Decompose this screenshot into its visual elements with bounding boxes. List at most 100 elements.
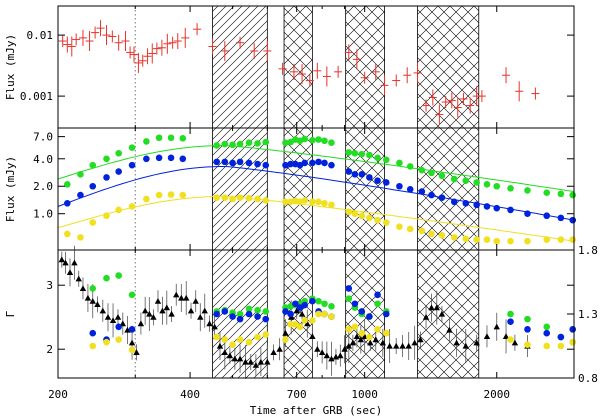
data-point-middle-1-6 xyxy=(128,144,136,151)
data-point-middle-2-45 xyxy=(543,212,551,220)
data-point-bottom-1-9 xyxy=(94,296,101,313)
data-point-middle-1-24 xyxy=(315,136,322,143)
data-point-bottom-1-44 xyxy=(264,345,271,379)
data-point-bottom-2-11 xyxy=(262,308,270,315)
data-point-bottom-1-39 xyxy=(236,344,244,373)
data-point-top-1-22 xyxy=(168,36,177,49)
data-point-top-1-23 xyxy=(173,33,182,50)
data-point-top-1-12 xyxy=(121,31,130,52)
data-point-middle-2-33 xyxy=(396,182,403,190)
x-axis-label: Time after GRB (sec) xyxy=(250,404,382,417)
data-point-middle-3-17 xyxy=(262,197,270,204)
data-point-bottom-3-22 xyxy=(351,300,359,308)
data-point-top-1-48 xyxy=(435,104,444,125)
data-point-middle-1-3 xyxy=(89,161,97,169)
data-point-top-1-51 xyxy=(453,97,462,118)
data-point-bottom-3-10 xyxy=(254,313,261,320)
data-point-bottom-4-30 xyxy=(557,342,565,350)
data-point-bottom-2-20 xyxy=(328,303,335,310)
middle-panel-ylabel: Flux (mJy) xyxy=(4,156,17,222)
data-point-top-1-50 xyxy=(447,92,456,109)
data-point-bottom-4-1 xyxy=(89,342,97,350)
data-point-bottom-4-3 xyxy=(115,336,122,343)
data-point-middle-2-26 xyxy=(328,161,335,169)
data-point-middle-1-40 xyxy=(473,179,480,186)
data-point-middle-2-29 xyxy=(358,171,366,178)
data-point-middle-3-40 xyxy=(473,236,480,243)
data-point-bottom-4-6 xyxy=(221,336,229,343)
data-point-bottom-2-10 xyxy=(254,306,261,314)
data-point-bottom-4-13 xyxy=(287,320,294,328)
data-point-middle-3-26 xyxy=(328,201,335,209)
data-point-bottom-1-83 xyxy=(493,312,500,341)
data-point-middle-1-29 xyxy=(358,150,366,158)
data-point-top-1-35 xyxy=(313,62,322,79)
data-point-middle-3-14 xyxy=(236,194,244,201)
data-point-bottom-3-24 xyxy=(366,313,373,320)
data-point-bottom-1-66 xyxy=(372,328,379,351)
data-point-middle-1-9 xyxy=(167,134,175,142)
data-point-middle-3-8 xyxy=(155,191,163,199)
data-point-middle-2-12 xyxy=(221,158,229,166)
data-point-top-1-5 xyxy=(78,29,87,46)
data-point-middle-2-30 xyxy=(366,174,373,181)
data-point-bottom-2-9 xyxy=(245,305,253,313)
data-point-bottom-3-4 xyxy=(128,326,136,333)
data-point-top-1-45 xyxy=(413,62,422,83)
data-point-middle-3-5 xyxy=(115,206,122,214)
data-point-bottom-3-13 xyxy=(287,310,294,318)
data-point-middle-2-16 xyxy=(254,160,261,168)
data-point-top-1-42 xyxy=(380,75,389,96)
data-point-middle-3-18 xyxy=(282,198,289,206)
data-point-bottom-1-82 xyxy=(483,325,491,348)
data-point-bottom-3-17 xyxy=(309,297,316,305)
data-point-bottom-1-85 xyxy=(511,334,519,351)
data-point-bottom-2-8 xyxy=(236,310,244,318)
data-point-middle-3-15 xyxy=(245,194,253,202)
data-point-top-1-49 xyxy=(441,96,450,109)
data-point-middle-1-4 xyxy=(103,155,110,163)
data-point-middle-3-3 xyxy=(89,219,97,226)
data-point-bottom-4-27 xyxy=(507,336,514,343)
data-point-bottom-1-4 xyxy=(71,245,78,280)
data-point-top-1-38 xyxy=(344,44,353,61)
data-point-bottom-1-78 xyxy=(446,319,453,341)
data-point-top-1-11 xyxy=(114,34,123,51)
bottom-panel-ylabel: Γ xyxy=(4,310,17,317)
data-point-bottom-1-28 xyxy=(183,281,190,315)
data-point-middle-1-39 xyxy=(462,177,470,185)
data-point-middle-3-6 xyxy=(128,203,136,210)
data-point-bottom-1-18 xyxy=(137,312,145,335)
data-point-bottom-4-29 xyxy=(543,342,551,350)
data-point-bottom-1-7 xyxy=(84,284,92,312)
data-point-bottom-1-32 xyxy=(201,293,208,328)
data-point-middle-1-42 xyxy=(493,182,501,190)
top-panel-ylabel: Flux (mJy) xyxy=(4,34,17,100)
data-point-top-1-1 xyxy=(58,35,67,48)
data-point-bottom-2-1 xyxy=(89,285,97,292)
data-point-bottom-1-81 xyxy=(473,334,480,351)
data-point-bottom-4-24 xyxy=(366,333,373,341)
data-point-middle-1-12 xyxy=(221,140,229,148)
data-point-bottom-2-28 xyxy=(524,315,531,323)
data-point-bottom-1-2 xyxy=(62,251,69,274)
data-point-middle-2-3 xyxy=(89,182,97,190)
data-point-middle-3-34 xyxy=(406,225,414,233)
data-point-bottom-1-40 xyxy=(242,345,249,379)
data-point-bottom-1-56 xyxy=(328,341,335,376)
data-point-middle-3-36 xyxy=(428,230,435,238)
data-point-middle-1-7 xyxy=(143,138,150,145)
data-point-top-1-24 xyxy=(181,27,190,48)
data-point-bottom-1-24 xyxy=(163,290,170,325)
data-point-bottom-4-11 xyxy=(262,331,270,338)
data-points xyxy=(58,20,577,379)
data-point-top-1-8 xyxy=(96,20,105,37)
data-point-middle-3-29 xyxy=(358,212,366,220)
data-point-bottom-1-12 xyxy=(109,303,117,338)
data-point-bottom-1-72 xyxy=(411,325,418,360)
y2-tick-label: 1.8 xyxy=(578,244,598,257)
data-point-middle-2-18 xyxy=(282,161,289,169)
data-point-bottom-1-70 xyxy=(399,335,406,357)
data-point-bottom-3-9 xyxy=(245,310,253,318)
data-point-middle-2-28 xyxy=(351,171,359,178)
